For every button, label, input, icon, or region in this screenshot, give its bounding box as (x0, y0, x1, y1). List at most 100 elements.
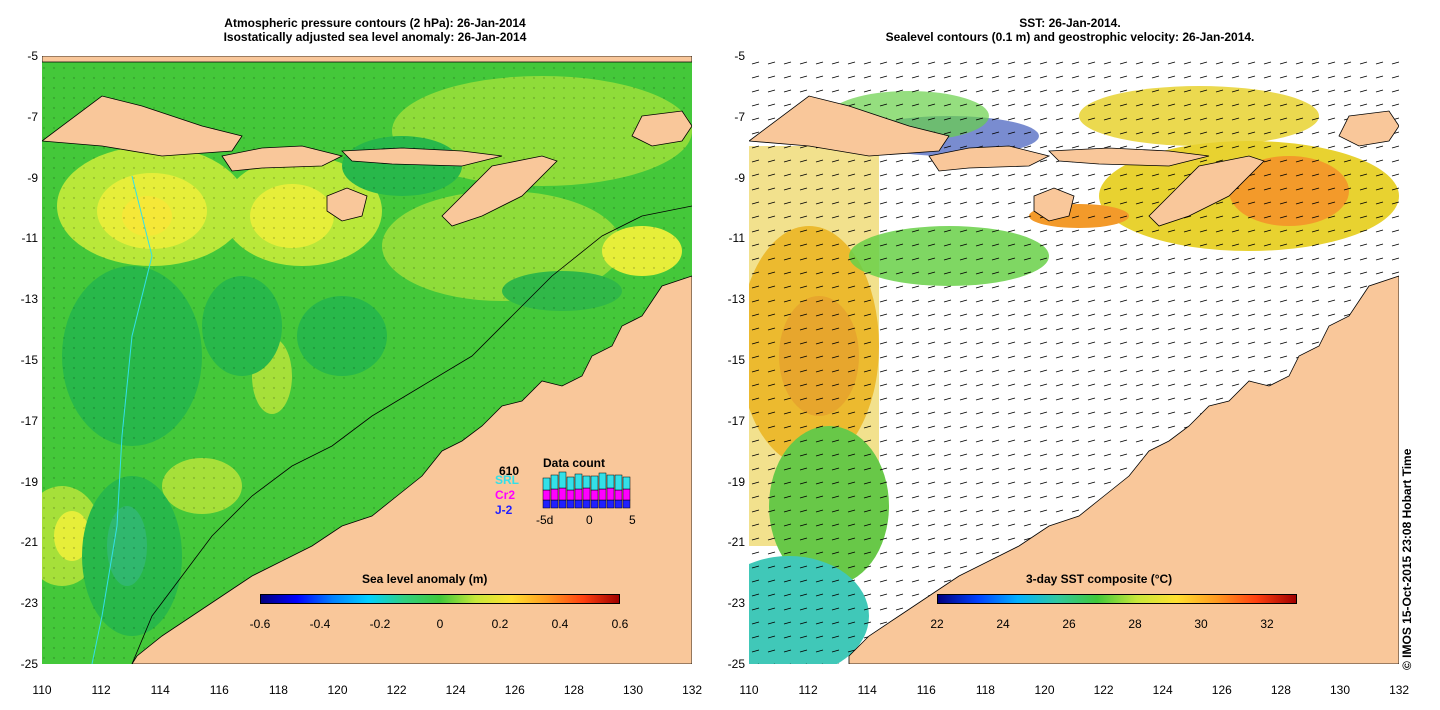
lon-tick-right: 112 (798, 683, 818, 697)
lon-tick-left: 122 (386, 683, 407, 697)
lon-tick-right: 122 (1093, 683, 1114, 697)
anomaly-colorbar-tick: 0.6 (611, 617, 629, 631)
cyan-contour (91, 175, 153, 664)
data-count-bar (566, 499, 575, 509)
data-count-bar (606, 474, 615, 489)
data-count-bar (614, 489, 623, 501)
lon-tick-right: 120 (1034, 683, 1055, 697)
sst-colorbar-tick: 24 (996, 617, 1010, 631)
left-title-line2: Isostatically adjusted sea level anomaly… (223, 30, 527, 44)
data-count-bar (590, 499, 599, 509)
sst-map (749, 56, 1399, 664)
anomaly-colorbar-tick: -0.4 (309, 617, 331, 631)
lat-tick-right: -17 (727, 413, 745, 428)
data-count-tick-start: -5d (536, 513, 554, 527)
lon-tick-left: 114 (150, 683, 170, 697)
data-count-tick-end: 5 (629, 513, 636, 527)
right-title-line2: Sealevel contours (0.1 m) and geostrophi… (885, 30, 1255, 44)
data-count-bar (598, 472, 607, 490)
lon-tick-left: 116 (209, 683, 229, 697)
australia-land-left (131, 275, 692, 664)
right-title: SST: 26-Jan-2014. Sealevel contours (0.1… (760, 16, 1380, 44)
lat-tick-left: -9 (27, 170, 38, 185)
data-count-bar (582, 499, 591, 509)
sst-colorbar-tick: 22 (930, 617, 944, 631)
imos-credit: © IMOS 15-Oct-2015 23:08 Hobart Time (1400, 448, 1414, 670)
data-count-bar (574, 499, 583, 509)
anomaly-colorbar-tick: 0.2 (491, 617, 509, 631)
data-count-bar (622, 488, 631, 501)
data-count-bar (574, 488, 583, 501)
australia-land-right (848, 275, 1399, 664)
data-count-inset: Data count 610 SRL Cr2 J-2 -5d 0 5 (495, 456, 645, 531)
lat-tick-left: -7 (27, 109, 38, 124)
lon-tick-right: 126 (1211, 683, 1232, 697)
lat-tick-right: -19 (727, 474, 745, 489)
lon-tick-left: 128 (563, 683, 584, 697)
shelf-contour (131, 205, 692, 664)
lat-tick-right: -11 (728, 231, 745, 246)
anomaly-colorbar-label: Sea level anomaly (m) (362, 572, 488, 586)
sst-svg (749, 56, 1399, 664)
data-count-bar (598, 499, 607, 509)
lon-tick-right: 116 (916, 683, 936, 697)
lon-tick-left: 124 (445, 683, 466, 697)
sst-colorbar-tick: 28 (1128, 617, 1142, 631)
data-count-bar (550, 488, 559, 501)
data-count-bar (582, 487, 591, 501)
data-count-max: 610 (499, 464, 520, 478)
data-count-bar (614, 499, 623, 509)
indonesian-islands-right (749, 95, 1399, 227)
lat-tick-right: -23 (727, 596, 745, 611)
data-count-bar (574, 473, 583, 490)
data-count-bar (582, 475, 591, 489)
lat-tick-right: -9 (734, 170, 745, 185)
data-count-bar (622, 476, 631, 490)
lon-tick-left: 118 (268, 683, 288, 697)
data-count-bar (598, 488, 607, 501)
lon-tick-left: 130 (622, 683, 644, 697)
anomaly-colorbar (260, 594, 620, 604)
lat-tick-right: -15 (727, 353, 745, 367)
lat-tick-left: -25 (20, 657, 38, 671)
data-count-bar (590, 475, 599, 491)
data-count-bar (558, 487, 567, 501)
data-count-bar (614, 474, 623, 491)
data-count-bar (566, 476, 575, 491)
lat-tick-left: -13 (20, 292, 38, 307)
lon-tick-left: 126 (504, 683, 525, 697)
data-count-bar (558, 499, 567, 509)
sea-level-anomaly-svg (42, 56, 692, 664)
lon-tick-left: 110 (32, 683, 52, 697)
data-count-bars (542, 471, 631, 509)
data-count-bar (590, 489, 599, 501)
lon-tick-right: 130 (1329, 683, 1351, 697)
lat-tick-left: -17 (20, 413, 38, 428)
data-count-bar (542, 477, 551, 491)
data-count-title: Data count (543, 456, 606, 470)
left-title: Atmospheric pressure contours (2 hPa): 2… (140, 16, 610, 44)
lon-tick-left: 112 (91, 683, 111, 697)
data-count-bar (558, 471, 567, 489)
data-count-tick-mid: 0 (586, 513, 593, 527)
lon-tick-right: 124 (1152, 683, 1173, 697)
lat-tick-left: -23 (20, 596, 38, 611)
anomaly-colorbar-tick: -0.6 (249, 617, 271, 631)
data-count-bar (606, 487, 615, 501)
lat-tick-left: -19 (20, 474, 38, 489)
anomaly-colorbar-tick: -0.2 (369, 617, 391, 631)
satellite-srl: SRL (495, 473, 519, 487)
lat-tick-left: -21 (20, 535, 38, 550)
lon-tick-left: 132 (682, 683, 703, 697)
lat-tick-left: -5 (27, 49, 38, 63)
sea-level-anomaly-map (42, 56, 692, 664)
right-title-line1: SST: 26-Jan-2014. (1019, 16, 1121, 30)
lat-tick-right: -25 (727, 657, 745, 671)
left-title-line1: Atmospheric pressure contours (2 hPa): 2… (224, 16, 526, 30)
lon-tick-left: 120 (327, 683, 348, 697)
data-count-bar (542, 489, 551, 501)
lat-tick-right: -7 (734, 109, 745, 124)
sst-colorbar-tick: 30 (1194, 617, 1208, 631)
anomaly-colorbar-tick: 0.4 (551, 617, 569, 631)
data-count-bar (550, 499, 559, 509)
